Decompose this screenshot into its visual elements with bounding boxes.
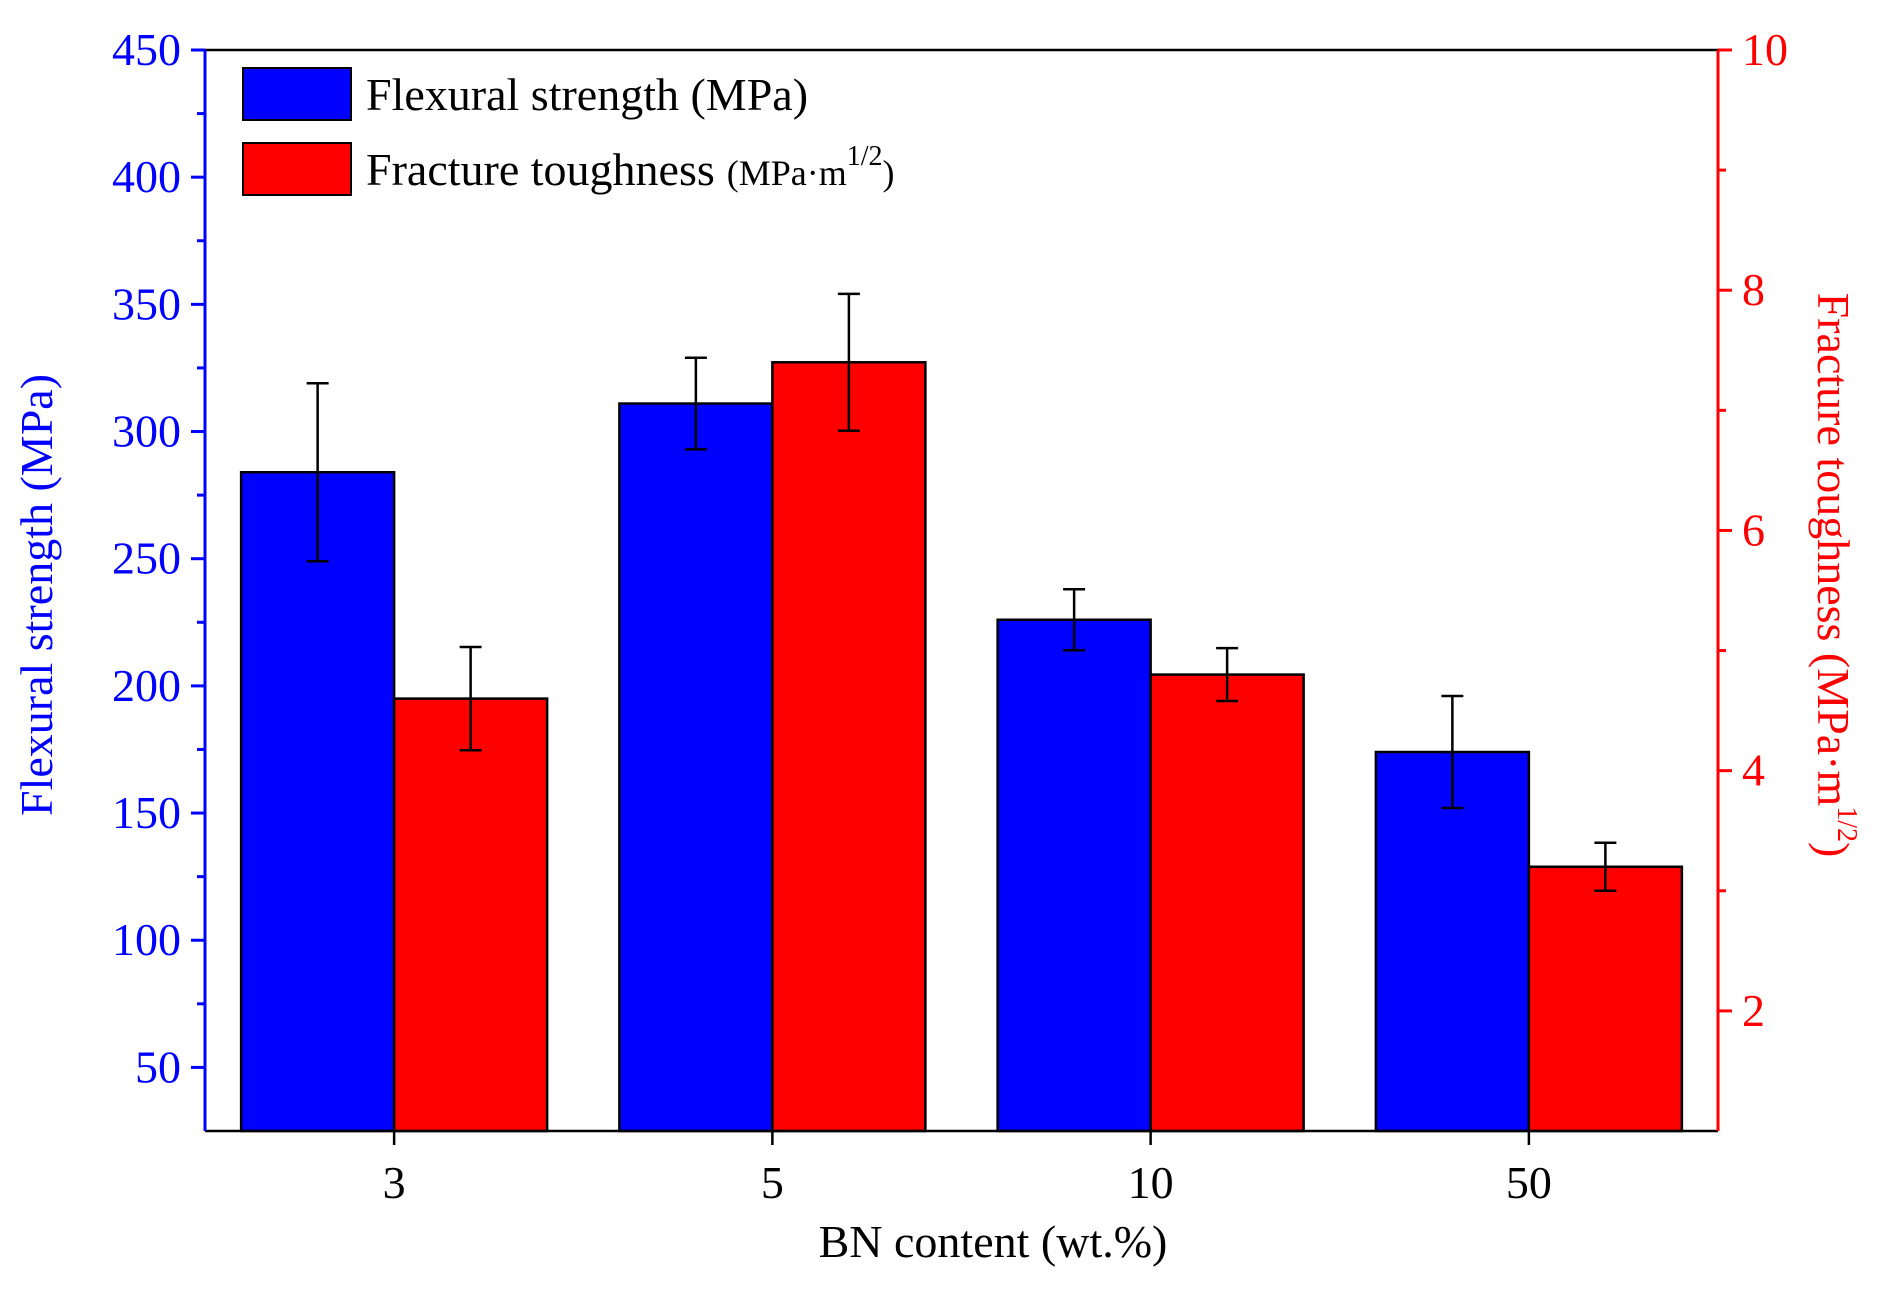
x-tick-label-3: 3 xyxy=(383,1157,406,1208)
right-axis-title-close: ) xyxy=(1808,842,1859,857)
legend-label-fracture-close: ) xyxy=(883,153,895,193)
legend-swatch-flexural xyxy=(242,67,352,121)
error-bars-layer xyxy=(306,292,1617,893)
bars-layer xyxy=(239,361,1684,1133)
right-axis-title-main: Fracture toughness (MPa·m xyxy=(1808,293,1859,807)
right-tick-label-8: 8 xyxy=(1742,264,1765,315)
legend: Flexural strength (MPa) Fracture toughne… xyxy=(242,67,895,196)
x-tick-label-50: 50 xyxy=(1506,1157,1552,1208)
left-tick-label-50: 50 xyxy=(135,1041,181,1092)
left-tick-label-400: 400 xyxy=(112,151,181,202)
bar-fracture-50 xyxy=(1527,865,1684,1133)
x-axis-title: BN content (wt.%) xyxy=(819,1216,1168,1267)
legend-label-fracture-paren: (MPa·m xyxy=(727,153,847,193)
right-axis-title-superscript: 1/2 xyxy=(1831,806,1862,842)
legend-label-fracture: Fracture toughness (MPa·m1/2) xyxy=(366,141,895,195)
bar-flexural-3 xyxy=(239,470,396,1133)
legend-swatch-fracture xyxy=(242,142,352,196)
axes-layer xyxy=(203,48,1720,1133)
right-axis-title: Fracture toughness (MPa·m1/2) xyxy=(1808,293,1862,858)
right-tick-label-10: 10 xyxy=(1742,24,1788,75)
bar-flexural-50 xyxy=(1374,750,1531,1133)
left-axis-title: Flexural strength (MPa) xyxy=(11,374,62,816)
left-tick-label-250: 250 xyxy=(112,533,181,584)
left-tick-label-150: 150 xyxy=(112,787,181,838)
left-tick-label-100: 100 xyxy=(112,914,181,965)
bar-fracture-3 xyxy=(392,697,549,1133)
legend-label-fracture-superscript: 1/2 xyxy=(847,141,883,172)
ticks-layer: 3 5 10 50 50 100 150 200 250 300 350 400 450 2 4 6 8 10 xyxy=(112,24,1788,1208)
bar-flexural-5 xyxy=(618,402,774,1133)
legend-label-fracture-main: Fracture toughness xyxy=(366,144,715,195)
x-tick-label-10: 10 xyxy=(1128,1157,1174,1208)
bar-fracture-5 xyxy=(771,361,927,1133)
right-tick-label-6: 6 xyxy=(1742,504,1765,555)
right-tick-label-2: 2 xyxy=(1742,985,1765,1036)
left-tick-label-450: 450 xyxy=(112,24,181,75)
x-tick-label-5: 5 xyxy=(761,1157,784,1208)
bar-fracture-10 xyxy=(1149,673,1305,1133)
left-tick-label-350: 350 xyxy=(112,278,181,329)
legend-label-flexural: Flexural strength (MPa) xyxy=(366,69,808,120)
right-tick-label-4: 4 xyxy=(1742,745,1765,796)
left-tick-label-200: 200 xyxy=(112,660,181,711)
bar-flexural-10 xyxy=(996,618,1152,1133)
left-tick-label-300: 300 xyxy=(112,406,181,457)
